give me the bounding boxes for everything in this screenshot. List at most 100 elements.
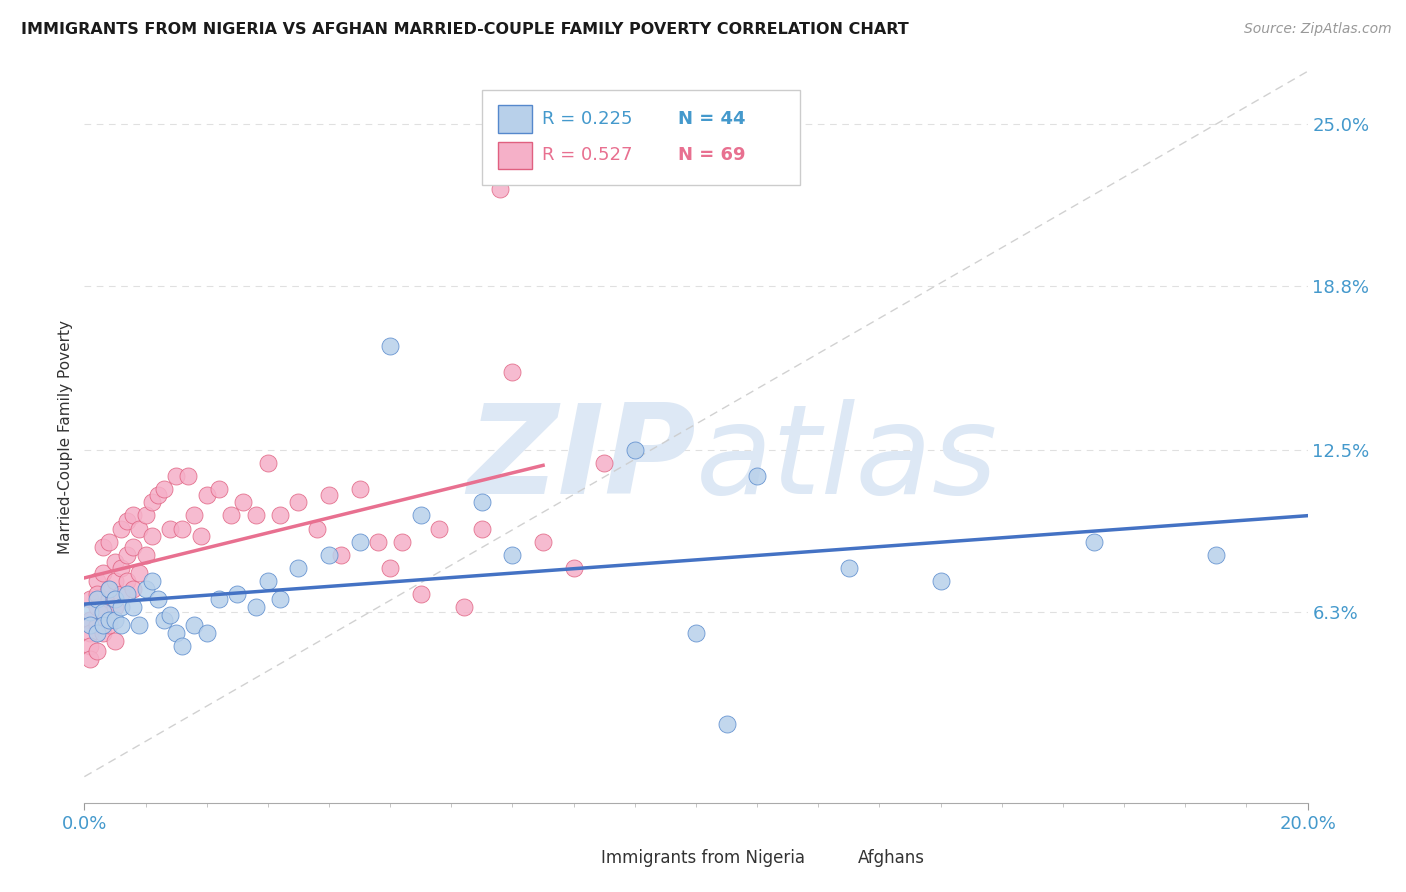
Point bbox=[91, 626, 114, 640]
Point bbox=[305, 521, 328, 535]
Point bbox=[141, 495, 163, 509]
Point bbox=[110, 587, 132, 601]
Point bbox=[269, 592, 291, 607]
Point bbox=[391, 534, 413, 549]
Point bbox=[838, 560, 860, 574]
Point bbox=[141, 574, 163, 588]
Point bbox=[86, 592, 108, 607]
Point bbox=[232, 495, 254, 509]
Point bbox=[245, 599, 267, 614]
Point bbox=[141, 529, 163, 543]
Point bbox=[110, 599, 132, 614]
Point bbox=[1205, 548, 1227, 562]
Point bbox=[104, 633, 127, 648]
Point bbox=[79, 592, 101, 607]
Point bbox=[110, 560, 132, 574]
Point bbox=[349, 534, 371, 549]
Text: IMMIGRANTS FROM NIGERIA VS AFGHAN MARRIED-COUPLE FAMILY POVERTY CORRELATION CHAR: IMMIGRANTS FROM NIGERIA VS AFGHAN MARRIE… bbox=[21, 22, 908, 37]
Point bbox=[153, 613, 176, 627]
Text: ZIP: ZIP bbox=[467, 399, 696, 519]
Text: N = 44: N = 44 bbox=[678, 110, 745, 128]
Point bbox=[183, 618, 205, 632]
Point bbox=[79, 652, 101, 666]
Point bbox=[269, 508, 291, 523]
Point bbox=[79, 626, 101, 640]
Point bbox=[287, 560, 309, 574]
Point bbox=[531, 534, 554, 549]
Point bbox=[110, 521, 132, 535]
Point bbox=[159, 521, 181, 535]
Point bbox=[146, 487, 169, 501]
Point bbox=[471, 495, 494, 509]
Point bbox=[367, 534, 389, 549]
Point bbox=[226, 587, 249, 601]
Text: R = 0.527: R = 0.527 bbox=[541, 146, 633, 164]
FancyBboxPatch shape bbox=[498, 142, 531, 169]
Point bbox=[1083, 534, 1105, 549]
Point bbox=[685, 626, 707, 640]
Point bbox=[97, 582, 120, 596]
Point bbox=[97, 618, 120, 632]
Point bbox=[91, 605, 114, 619]
Point bbox=[427, 521, 450, 535]
Point bbox=[104, 556, 127, 570]
Point bbox=[165, 626, 187, 640]
Point bbox=[135, 508, 157, 523]
Point bbox=[177, 469, 200, 483]
Point bbox=[318, 487, 340, 501]
Point bbox=[380, 339, 402, 353]
Point bbox=[104, 592, 127, 607]
Point bbox=[747, 469, 769, 483]
Point bbox=[122, 599, 145, 614]
Point bbox=[97, 582, 120, 596]
Point bbox=[135, 582, 157, 596]
Point bbox=[716, 717, 738, 731]
Point bbox=[190, 529, 212, 543]
Point bbox=[79, 639, 101, 653]
Point bbox=[128, 521, 150, 535]
Point bbox=[624, 443, 647, 458]
Point bbox=[172, 639, 194, 653]
Point bbox=[330, 548, 353, 562]
Point bbox=[153, 483, 176, 497]
Point bbox=[79, 605, 101, 619]
Point bbox=[409, 587, 432, 601]
Point bbox=[104, 613, 127, 627]
Point bbox=[453, 599, 475, 614]
Point bbox=[208, 483, 231, 497]
Point bbox=[165, 469, 187, 483]
FancyBboxPatch shape bbox=[482, 90, 800, 185]
Point bbox=[86, 574, 108, 588]
Point bbox=[91, 540, 114, 554]
Point bbox=[91, 605, 114, 619]
Point bbox=[562, 560, 585, 574]
Point bbox=[471, 521, 494, 535]
Point bbox=[79, 618, 101, 632]
Point bbox=[115, 548, 138, 562]
Point bbox=[135, 548, 157, 562]
Point bbox=[128, 566, 150, 580]
Point bbox=[104, 599, 127, 614]
Point bbox=[257, 456, 280, 470]
Point bbox=[245, 508, 267, 523]
Point bbox=[159, 607, 181, 622]
Point bbox=[287, 495, 309, 509]
Point bbox=[86, 626, 108, 640]
Point bbox=[86, 599, 108, 614]
Point bbox=[97, 613, 120, 627]
Point bbox=[195, 626, 218, 640]
Point bbox=[929, 574, 952, 588]
Point bbox=[115, 574, 138, 588]
Point bbox=[122, 582, 145, 596]
Point bbox=[219, 508, 242, 523]
Point bbox=[104, 574, 127, 588]
Point bbox=[86, 618, 108, 632]
Point bbox=[91, 618, 114, 632]
Point bbox=[86, 587, 108, 601]
Point bbox=[110, 618, 132, 632]
Point bbox=[91, 566, 114, 580]
Point bbox=[172, 521, 194, 535]
Point bbox=[208, 592, 231, 607]
Point bbox=[122, 508, 145, 523]
Point bbox=[128, 618, 150, 632]
